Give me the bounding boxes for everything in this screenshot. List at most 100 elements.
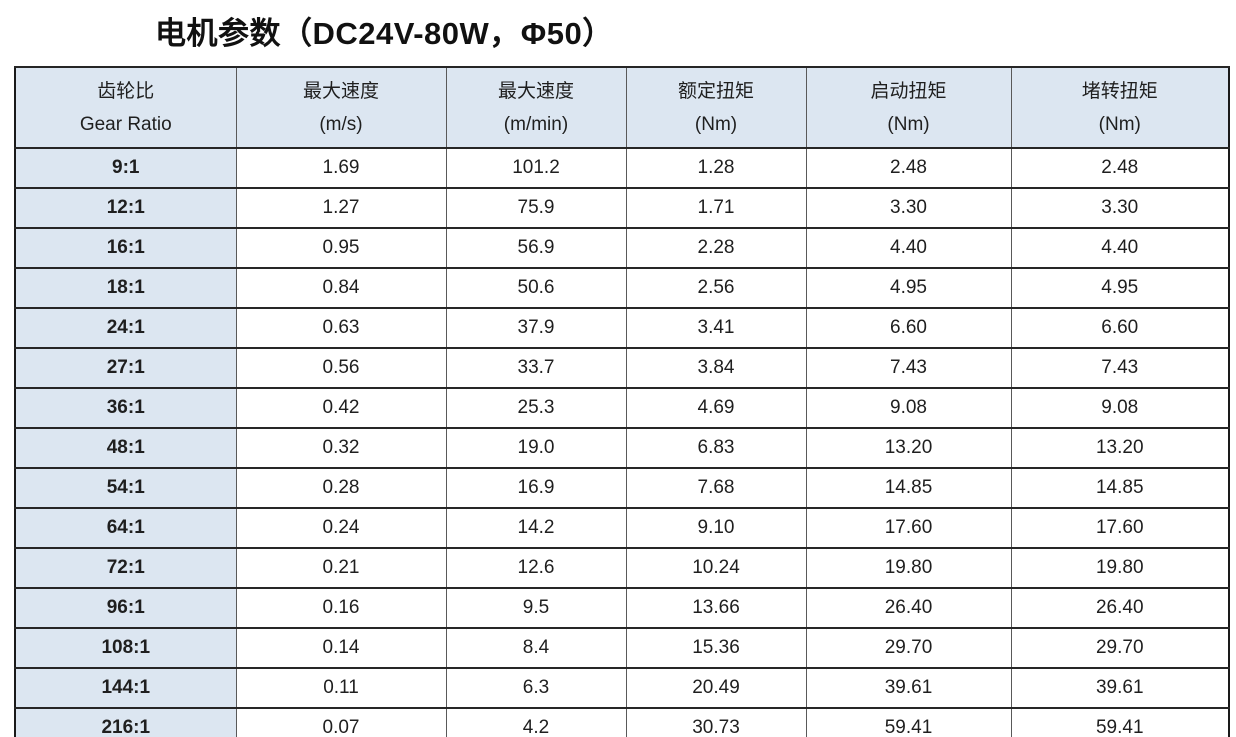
header-label-zh: 最大速度 [497,80,574,102]
table-row: 24:1 0.63 37.9 3.41 6.60 6.60 [14,307,1230,349]
value-cell: 0.07 [235,707,447,737]
value-cell: 29.70 [805,627,1012,669]
value-cell: 13.66 [625,587,807,629]
gear-ratio-cell: 16:1 [14,227,237,269]
header-label-sub: (m/s) [319,113,363,135]
table-row: 108:1 0.14 8.4 15.36 29.70 29.70 [14,627,1230,669]
value-cell: 50.6 [445,267,627,309]
value-cell: 39.61 [805,667,1012,709]
value-cell: 1.69 [235,147,447,189]
table-row: 16:1 0.95 56.9 2.28 4.40 4.40 [14,227,1230,269]
gear-ratio-cell: 216:1 [14,707,237,737]
value-cell: 0.42 [235,387,447,429]
table-header: 齿轮比 Gear Ratio 最大速度 (m/s) 最大速度 (m/min) [14,66,1230,149]
header-cell-max-speed-mmin: 最大速度 (m/min) [445,66,627,149]
value-cell: 25.3 [445,387,627,429]
value-cell: 2.48 [1010,147,1230,189]
value-cell: 14.2 [445,507,627,549]
value-cell: 15.36 [625,627,807,669]
header-label-zh: 齿轮比 [97,80,155,102]
value-cell: 14.85 [805,467,1012,509]
value-cell: 59.41 [1010,707,1230,737]
value-cell: 17.60 [1010,507,1230,549]
value-cell: 30.73 [625,707,807,737]
table-row: 18:1 0.84 50.6 2.56 4.95 4.95 [14,267,1230,309]
value-cell: 0.84 [235,267,447,309]
table-row: 27:1 0.56 33.7 3.84 7.43 7.43 [14,347,1230,389]
gear-ratio-cell: 18:1 [14,267,237,309]
value-cell: 59.41 [805,707,1012,737]
header-cell-max-speed-ms: 最大速度 (m/s) [235,66,447,149]
gear-ratio-cell: 144:1 [14,667,237,709]
value-cell: 2.48 [805,147,1012,189]
value-cell: 7.43 [805,347,1012,389]
header-label-sub: (m/min) [503,113,569,135]
gear-ratio-cell: 27:1 [14,347,237,389]
value-cell: 20.49 [625,667,807,709]
value-cell: 4.2 [445,707,627,737]
value-cell: 39.61 [1010,667,1230,709]
header-label-sub: (Nm) [887,113,930,135]
value-cell: 9.08 [805,387,1012,429]
value-cell: 0.56 [235,347,447,389]
gear-ratio-cell: 54:1 [14,467,237,509]
value-cell: 1.27 [235,187,447,229]
value-cell: 7.68 [625,467,807,509]
page-title: 电机参数（DC24V-80W，Φ50） [155,16,614,51]
table-row: 12:1 1.27 75.9 1.71 3.30 3.30 [14,187,1230,229]
table-row: 9:1 1.69 101.2 1.28 2.48 2.48 [14,147,1230,189]
value-cell: 0.63 [235,307,447,349]
value-cell: 0.16 [235,587,447,629]
value-cell: 1.71 [625,187,807,229]
value-cell: 9.10 [625,507,807,549]
value-cell: 17.60 [805,507,1012,549]
value-cell: 13.20 [1010,427,1230,469]
gear-ratio-cell: 64:1 [14,507,237,549]
value-cell: 12.6 [445,547,627,589]
value-cell: 0.95 [235,227,447,269]
table-row: 216:1 0.07 4.2 30.73 59.41 59.41 [14,707,1230,737]
gear-ratio-cell: 72:1 [14,547,237,589]
gear-ratio-cell: 48:1 [14,427,237,469]
value-cell: 1.28 [625,147,807,189]
value-cell: 4.95 [805,267,1012,309]
value-cell: 4.69 [625,387,807,429]
value-cell: 8.4 [445,627,627,669]
value-cell: 19.0 [445,427,627,469]
value-cell: 14.85 [1010,467,1230,509]
value-cell: 6.3 [445,667,627,709]
value-cell: 19.80 [1010,547,1230,589]
header-label-zh: 最大速度 [302,80,379,102]
value-cell: 0.24 [235,507,447,549]
value-cell: 75.9 [445,187,627,229]
motor-params-table: 齿轮比 Gear Ratio 最大速度 (m/s) 最大速度 (m/min) [14,66,1230,737]
value-cell: 3.41 [625,307,807,349]
table-body: 9:1 1.69 101.2 1.28 2.48 2.48 12:1 1.27 75.9 1.71… [14,147,1230,737]
header-label-sub: (Nm) [694,113,738,135]
gear-ratio-cell: 12:1 [14,187,237,229]
value-cell: 2.28 [625,227,807,269]
header-cell-starting-torque: 启动扭矩 (Nm) [805,66,1012,149]
table-row: 36:1 0.42 25.3 4.69 9.08 9.08 [14,387,1230,429]
table-row: 96:1 0.16 9.5 13.66 26.40 26.40 [14,587,1230,629]
gear-ratio-cell: 9:1 [14,147,237,189]
value-cell: 26.40 [805,587,1012,629]
header-label-sub: Gear Ratio [79,113,172,135]
value-cell: 0.28 [235,467,447,509]
value-cell: 3.84 [625,347,807,389]
value-cell: 29.70 [1010,627,1230,669]
gear-ratio-cell: 108:1 [14,627,237,669]
value-cell: 16.9 [445,467,627,509]
value-cell: 6.83 [625,427,807,469]
header-cell-stall-torque: 堵转扭矩 (Nm) [1010,66,1230,149]
value-cell: 9.08 [1010,387,1230,429]
value-cell: 56.9 [445,227,627,269]
value-cell: 13.20 [805,427,1012,469]
value-cell: 6.60 [805,307,1012,349]
value-cell: 101.2 [445,147,627,189]
table-row: 64:1 0.24 14.2 9.10 17.60 17.60 [14,507,1230,549]
header-cell-rated-torque: 额定扭矩 (Nm) [625,66,807,149]
header-label-zh: 额定扭矩 [677,80,754,102]
value-cell: 3.30 [805,187,1012,229]
